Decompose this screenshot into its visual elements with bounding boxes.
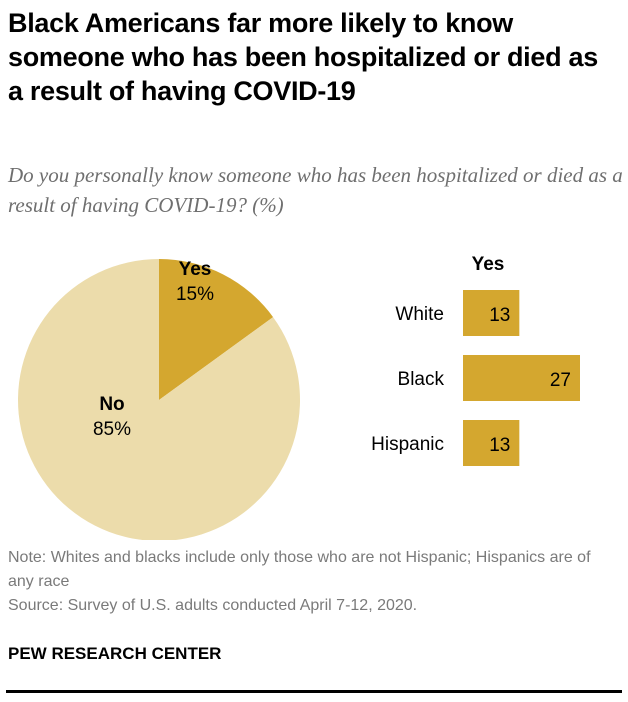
chart-subtitle: Do you personally know someone who has b… (8, 163, 623, 217)
bar-chart: Yes White 13 Black 27 Hispanic 13 (371, 254, 580, 466)
chart-notes: Note: Whites and blacks include only tho… (8, 546, 608, 618)
brand-label: PEW RESEARCH CENTER (8, 644, 222, 663)
source-text: Source: Survey of U.S. adults conducted … (8, 597, 418, 614)
bar-category-label: Black (398, 369, 445, 390)
pie-value-no: 85% (93, 419, 131, 440)
bar-category-label: Hispanic (371, 434, 444, 455)
chart-area: Yes 15% No 85% Yes White 13 Black 27 Hispanic 13 (18, 254, 580, 540)
pie-slice-yes (159, 259, 274, 400)
bar-value-label: 27 (550, 370, 571, 391)
bar-hispanic (463, 420, 520, 466)
bar-value-label: 13 (489, 435, 510, 456)
pie-value-yes: 15% (176, 284, 214, 305)
note-text: Note: Whites and blacks include only tho… (8, 549, 591, 590)
bar-black (463, 355, 580, 401)
bottom-rule (6, 690, 622, 693)
pie-slice-no (18, 259, 300, 540)
pie-chart: Yes 15% No 85% (18, 259, 300, 540)
bar-value-label: 13 (489, 305, 510, 326)
bar-category-label: White (395, 304, 444, 325)
pie-label-yes: Yes (179, 259, 212, 280)
chart-title: Black Americans far more likely to know … (8, 8, 598, 106)
bar-white (463, 290, 520, 336)
pie-label-no: No (99, 394, 124, 415)
bar-header: Yes (472, 254, 505, 275)
